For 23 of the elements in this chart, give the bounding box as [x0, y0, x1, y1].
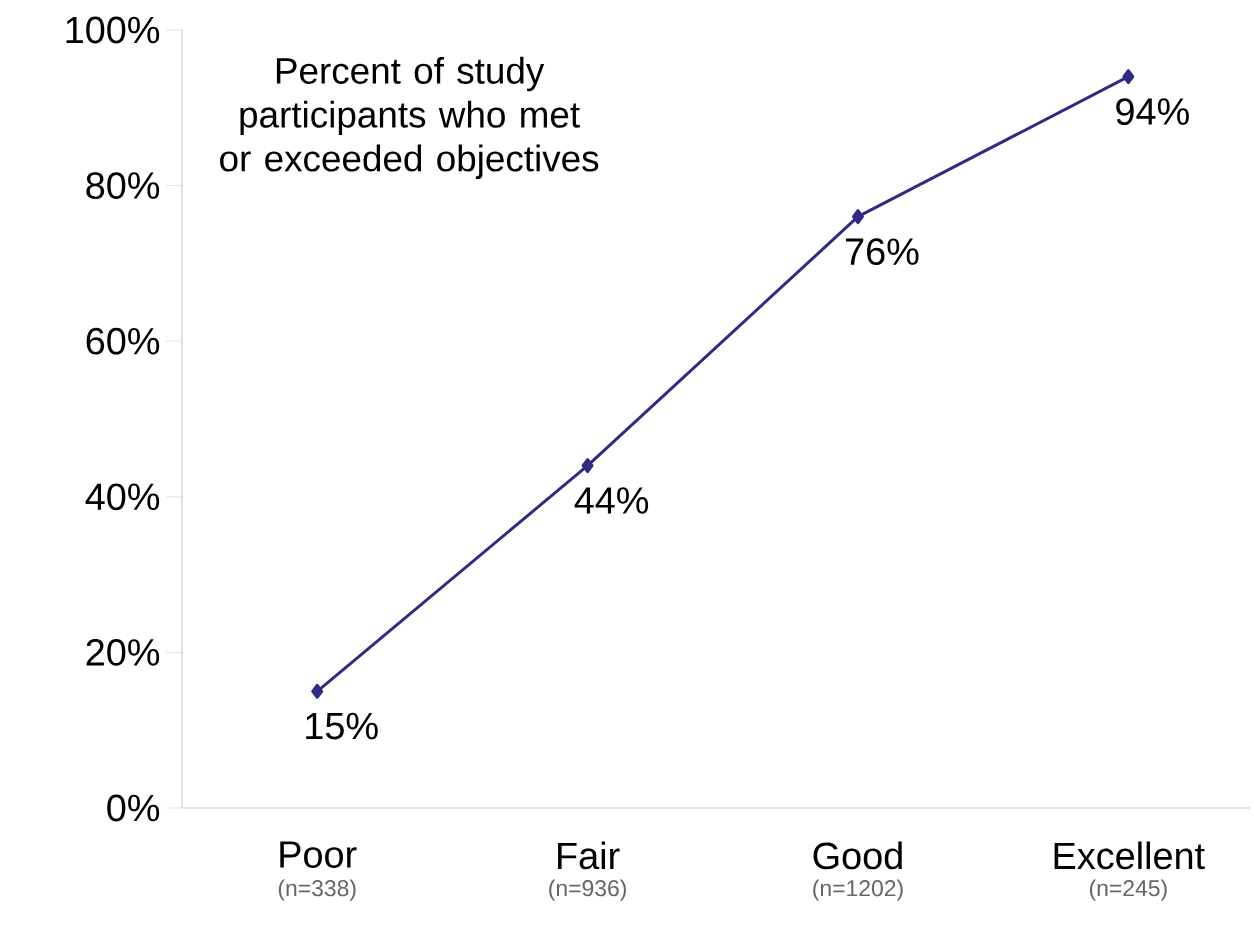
y-tick-label: 20% [86, 638, 160, 666]
text: (n=1202) [813, 879, 903, 901]
data-label: 76% [846, 238, 919, 266]
x-tick-label: Poor [280, 841, 357, 868]
text: (n=245) [1089, 879, 1167, 901]
data-label: 15% [306, 712, 378, 740]
text: Percent of study participants who met or exceeded objectives [220, 56, 599, 179]
point [311, 683, 324, 699]
text: (n=936) [549, 879, 626, 901]
y-tick-label: 60% [86, 327, 160, 355]
y-tick-label: 40% [85, 483, 160, 511]
data-label: 44% [574, 487, 649, 514]
y-tick-label: 100% [66, 16, 160, 44]
y-tick-label: 80% [86, 172, 160, 199]
point [581, 458, 594, 474]
y-tick-label: 0% [107, 794, 160, 822]
data-label: 94% [1116, 98, 1189, 125]
point [1122, 69, 1135, 85]
x-tick-label: Fair [558, 841, 620, 870]
text: (n=338) [278, 879, 356, 901]
x-tick-label: Excellent [1054, 841, 1205, 870]
x-tick-label: Good [813, 841, 902, 870]
point [851, 209, 864, 225]
